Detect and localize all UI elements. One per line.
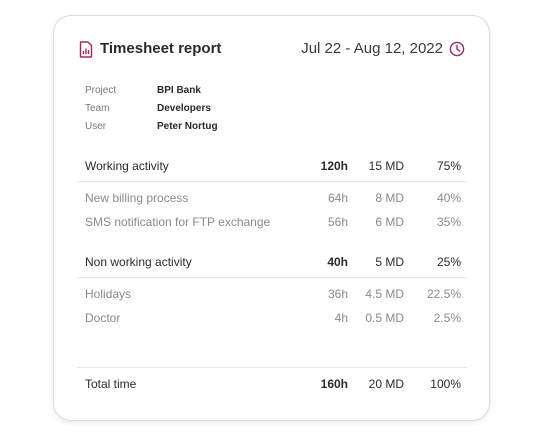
activity-label: Holidays xyxy=(85,287,132,301)
meta-label: Project xyxy=(85,85,117,96)
activity-percent: 22.5% xyxy=(426,287,461,301)
activity-hours: 36h xyxy=(327,287,348,301)
group-row-non-working: Non working activity 40h 5 MD 25% xyxy=(85,255,461,273)
group-md: 5 MD xyxy=(375,255,404,269)
total-label: Total time xyxy=(85,377,137,391)
activity-row: Holidays 36h 4.5 MD 22.5% xyxy=(85,287,461,305)
meta-label: User xyxy=(85,121,107,132)
group-md: 15 MD xyxy=(368,159,404,173)
activity-percent: 2.5% xyxy=(433,311,461,325)
date-range[interactable]: Jul 22 - Aug 12, 2022 xyxy=(301,40,443,57)
group-hours: 120h xyxy=(320,159,348,173)
activity-md: 0.5 MD xyxy=(365,311,404,325)
meta-value: BPI Bank xyxy=(157,85,201,96)
divider xyxy=(77,181,467,182)
total-percent: 100% xyxy=(430,377,461,391)
total-row: Total time 160h 20 MD 100% xyxy=(85,377,461,395)
group-label: Working activity xyxy=(85,159,169,173)
activity-row: Doctor 4h 0.5 MD 2.5% xyxy=(85,311,461,329)
meta-value: Peter Nortug xyxy=(157,121,218,132)
divider xyxy=(77,277,467,278)
activity-percent: 35% xyxy=(436,215,461,229)
timesheet-card: Timesheet report Jul 22 - Aug 12, 2022 P… xyxy=(53,15,490,421)
activity-row: SMS notification for FTP exchange 56h 6 … xyxy=(85,215,461,233)
divider xyxy=(77,367,467,368)
activity-label: SMS notification for FTP exchange xyxy=(85,215,271,229)
activity-label: Doctor xyxy=(85,311,121,325)
group-label: Non working activity xyxy=(85,255,192,269)
group-percent: 25% xyxy=(436,255,461,269)
activity-row: New billing process 64h 8 MD 40% xyxy=(85,191,461,209)
group-hours: 40h xyxy=(327,255,348,269)
total-hours: 160h xyxy=(320,377,348,391)
activity-md: 4.5 MD xyxy=(365,287,404,301)
activity-hours: 64h xyxy=(327,191,348,205)
activity-hours: 56h xyxy=(327,215,348,229)
clock-icon[interactable] xyxy=(449,41,465,57)
activity-percent: 40% xyxy=(436,191,461,205)
report-title: Timesheet report xyxy=(100,40,222,57)
activity-md: 8 MD xyxy=(375,191,404,205)
report-icon xyxy=(79,41,93,58)
meta-label: Team xyxy=(85,103,110,114)
activity-label: New billing process xyxy=(85,191,189,205)
total-md: 20 MD xyxy=(368,377,404,391)
activity-hours: 4h xyxy=(334,311,348,325)
meta-value: Developers xyxy=(157,103,211,114)
group-row-working: Working activity 120h 15 MD 75% xyxy=(85,159,461,177)
group-percent: 75% xyxy=(436,159,461,173)
activity-md: 6 MD xyxy=(375,215,404,229)
